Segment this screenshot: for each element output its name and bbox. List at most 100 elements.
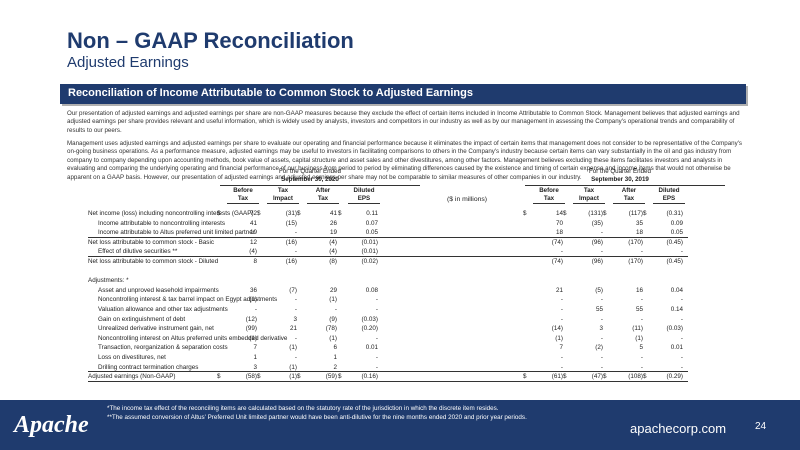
table-cell: 6 (333, 344, 337, 352)
currency-sign: $ (523, 373, 527, 381)
row-label: Noncontrolling interest & tax barrel imp… (98, 296, 278, 304)
table-cell: (1) (329, 334, 337, 342)
table-cell: - (560, 353, 563, 361)
period-2020-line2: September 30, 2020 (281, 176, 339, 183)
row-label: Adjusted earnings (Non-GAAP) (88, 373, 176, 381)
table-cell: (78) (325, 325, 337, 333)
table-cell: (0.31) (666, 210, 683, 217)
row-label: Noncontrolling interest on Altus preferr… (98, 334, 288, 342)
column-header-1-line2: Tax (237, 195, 249, 202)
currency-sign: $ (297, 210, 301, 217)
table-cell: 1 (333, 353, 337, 361)
period-2019-line1: For the Quarter Ended (589, 168, 651, 175)
column-header-underline (348, 203, 380, 204)
table-cell: - (560, 248, 563, 256)
table-cell: (117) (628, 210, 643, 217)
table-cell: 55 (635, 305, 643, 313)
currency-sign: $ (643, 373, 647, 381)
row-label: Unrealized derivative instrument gain, n… (98, 325, 214, 333)
table-cell: (0.01) (361, 248, 378, 256)
table-cell: (12) (245, 315, 257, 323)
table-cell: 0.09 (670, 219, 683, 227)
table-cell: - (600, 353, 603, 361)
table-cell: - (294, 248, 297, 256)
currency-sign: $ (603, 210, 607, 217)
table-cell: (0.29) (666, 373, 683, 381)
table-cell: - (680, 363, 683, 371)
table-cell: 0.07 (365, 219, 378, 227)
table-cell: (1) (555, 334, 563, 342)
row-label: Gain on extinguishment of debt (98, 315, 186, 323)
column-header-underline (573, 203, 605, 204)
column-header-4-line2: EPS (357, 195, 371, 202)
intro-paragraph: Our presentation of adjusted earnings an… (67, 110, 740, 134)
currency-sign: $ (217, 373, 221, 381)
table-cell: (1) (289, 344, 297, 352)
table-cell: (74) (551, 257, 563, 265)
section-banner-text: Reconciliation of Income Attributable to… (68, 87, 473, 99)
column-header-2-line1: Tax (277, 187, 289, 194)
table-cell: 18 (555, 229, 563, 237)
table-cell: - (334, 305, 337, 313)
table-cell: (131) (588, 210, 603, 217)
row-label: Drilling contract termination charges (98, 363, 199, 371)
table-cell: 35 (635, 219, 643, 227)
footer-bar (0, 400, 800, 450)
table-cell: 70 (555, 219, 563, 227)
table-row: Adjustments: * (88, 276, 688, 286)
table-cell: 21 (555, 286, 563, 294)
row-label: Income attributable to Altus preferred u… (98, 229, 255, 237)
apache-logo: Apache (14, 412, 89, 438)
currency-sign: $ (217, 210, 221, 217)
row-label: Adjustments: * (88, 277, 129, 285)
table-cell: 16 (635, 286, 643, 294)
column-header-4-line1: Diluted (353, 187, 375, 194)
table-cell: (58) (245, 373, 257, 381)
table-cell: 3 (253, 363, 257, 371)
column-header-underline (653, 203, 685, 204)
table-cell: - (640, 296, 643, 304)
column-header-6-line2: Impact (579, 195, 599, 202)
currency-sign: $ (338, 373, 342, 381)
table-cell: 55 (595, 305, 603, 313)
table-cell: 19 (249, 229, 257, 237)
column-header-6-line1: Tax (583, 187, 595, 194)
table-cell: (0.03) (361, 315, 378, 323)
table-cell: (16) (285, 257, 297, 265)
table-cell: 18 (635, 229, 643, 237)
row-label: Transaction, reorganization & separation… (98, 344, 228, 352)
table-cell: - (680, 315, 683, 323)
table-cell: 14 (555, 210, 563, 217)
table-cell: - (600, 229, 603, 237)
row-label: Valuation allowance and other tax adjust… (98, 305, 228, 313)
footnote-tax-effect: *The income tax effect of the reconcilin… (107, 405, 499, 412)
table-cell: 0.11 (366, 210, 378, 217)
table-row: Valuation allowance and other tax adjust… (88, 305, 688, 315)
table-cell: 29 (329, 286, 337, 294)
table-cell: (1) (249, 296, 257, 304)
table-cell: (31) (285, 210, 297, 217)
slide-subtitle: Adjusted Earnings (67, 54, 189, 71)
table-cell: (47) (591, 373, 603, 381)
table-cell: 0.01 (670, 344, 683, 352)
table-cell: (96) (591, 257, 603, 265)
column-header-8-line1: Diluted (658, 187, 680, 194)
table-cell: - (294, 229, 297, 237)
table-cell: 0.14 (670, 305, 683, 313)
table-cell: - (640, 315, 643, 323)
table-cell: - (680, 248, 683, 256)
row-label: Net loss attributable to common stock - … (88, 238, 214, 246)
table-row: Gain on extinguishment of debt (12) 3 (9) (0… (88, 315, 688, 325)
table-cell: 72 (249, 210, 257, 217)
table-cell: (170) (628, 257, 643, 265)
table-row (88, 267, 688, 277)
column-header-8-line2: EPS (662, 195, 676, 202)
website-link[interactable]: apachecorp.com (630, 421, 727, 436)
table-cell: (5) (595, 286, 603, 294)
table-cell: 21 (289, 325, 297, 333)
column-header-7-line2: Tax (623, 195, 635, 202)
currency-sign: $ (523, 210, 527, 217)
table-cell: 19 (329, 229, 337, 237)
column-header-underline (307, 203, 339, 204)
table-cell: 7 (253, 344, 257, 352)
